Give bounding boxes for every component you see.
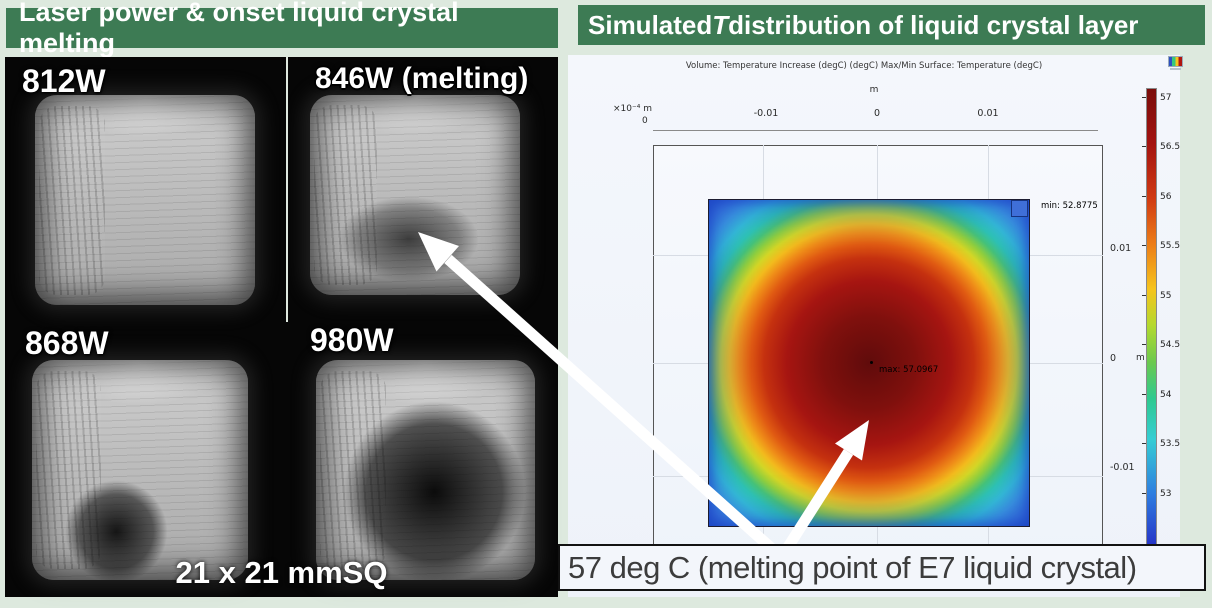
x-axis-unit: m [869, 85, 879, 95]
min-value-label: min: 52.8775 [1041, 201, 1098, 211]
left-panel-title-text: Laser power & onset liquid crystal melti… [19, 0, 459, 58]
temperature-colorbar [1146, 88, 1157, 545]
photo-sample-846W-melting [310, 95, 520, 295]
colorbar-tick-label: 57 [1160, 93, 1172, 103]
photo-label-812W: 812W [22, 63, 106, 99]
max-marker [870, 361, 873, 364]
y-axis-unit: m [1136, 353, 1145, 363]
max-value-label: max: 57.0967 [879, 365, 939, 375]
y-tick-label: -0.01 [1110, 462, 1135, 473]
colorbar-tick-label: 53.5 [1160, 439, 1181, 449]
colorbar-tick-mark [1142, 394, 1146, 395]
x-tick-label: -0.01 [753, 108, 779, 119]
colorbar-tick-mark [1142, 344, 1146, 345]
right-panel-title-suffix: distribution of liquid crystal layer [728, 9, 1139, 40]
axis-scale-label: ×10⁻⁴ m [613, 104, 652, 114]
sample-size-caption: 21 x 21 mmSQ [175, 555, 388, 590]
colorbar-tick-label: 56 [1160, 192, 1172, 202]
y-tick-label: 0.01 [1110, 243, 1132, 254]
colorbar-tick-label: 55 [1160, 291, 1172, 301]
colorbar-tick-label: 55.5 [1160, 241, 1181, 251]
photo-label-868W: 868W [25, 325, 109, 361]
colorbar-tick-label: 54.5 [1160, 340, 1181, 350]
colorbar-tick-mark [1142, 443, 1146, 444]
melting-point-caption-text: 57 deg C (melting point of E7 liquid cry… [568, 549, 1137, 585]
x-tick-label: 0.01 [977, 108, 999, 119]
colorbar-tick-mark [1142, 146, 1146, 147]
photo-label-980W: 980W [310, 322, 394, 358]
min-marker [1011, 200, 1028, 217]
right-panel-title-prefix: Simulated [588, 9, 713, 40]
photo-grid: 812W 846W (melting) 868W 980W 21 x 21 mm… [5, 57, 558, 597]
colorbar-tick-label: 53 [1160, 489, 1172, 499]
x-tick-label: 0 [873, 108, 881, 119]
colorbar-tick-mark [1142, 245, 1146, 246]
colorbar-tick-mark [1142, 493, 1146, 494]
photo-divider [286, 57, 288, 322]
axis-scale-zero: 0 [642, 116, 648, 126]
plot-title: Volume: Temperature Increase (degC) (deg… [685, 61, 1043, 71]
right-panel-title: Simulated T distribution of liquid cryst… [578, 5, 1205, 45]
colorbar-tick-mark [1142, 97, 1146, 98]
right-panel-title-italic-T: T [712, 9, 729, 40]
left-panel-title: Laser power & onset liquid crystal melti… [6, 0, 558, 58]
colorbar-tick-mark [1142, 295, 1146, 296]
colorbar-tick-mark [1142, 196, 1146, 197]
simulation-plot: Volume: Temperature Increase (degC) (deg… [568, 55, 1183, 597]
melting-point-caption: 57 deg C (melting point of E7 liquid cry… [558, 544, 1206, 591]
photo-label-846W: 846W (melting) [315, 62, 529, 95]
photo-sample-868W [32, 360, 248, 580]
colorbar-tick-label: 54 [1160, 390, 1172, 400]
temperature-heatmap [708, 199, 1030, 527]
photo-sample-812W [35, 95, 255, 305]
colormap-icon [1168, 56, 1183, 70]
y-tick-label: 0 [1110, 353, 1117, 364]
x-axis-line [653, 130, 1098, 131]
photo-sample-980W [316, 360, 535, 580]
colorbar-tick-label: 56.5 [1160, 142, 1181, 152]
